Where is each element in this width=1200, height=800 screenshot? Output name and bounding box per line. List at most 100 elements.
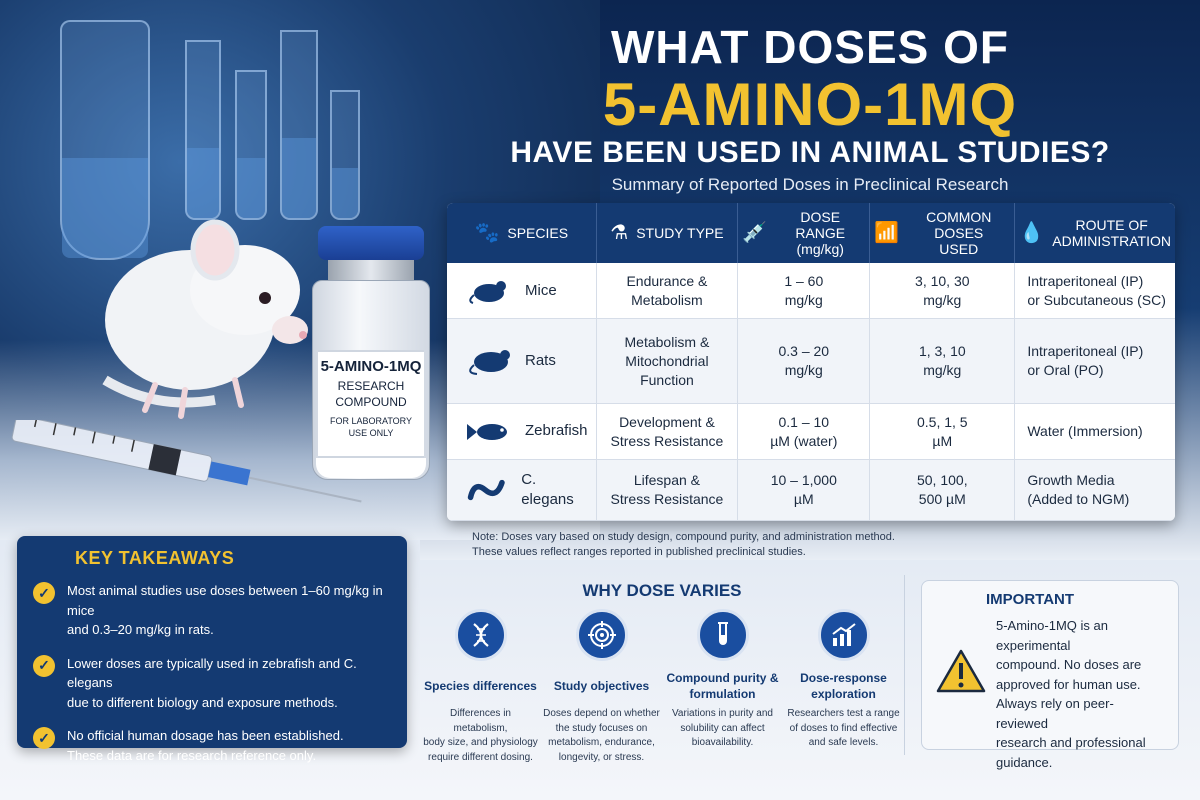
why-item-desc: bioavailability. bbox=[691, 737, 754, 748]
vial-cap bbox=[318, 226, 424, 260]
vial-label-line: USE ONLY bbox=[348, 427, 394, 438]
header-label: USED bbox=[939, 241, 979, 257]
takeaway-text: Most animal studies use doses between 1–… bbox=[67, 583, 383, 618]
important-heading: IMPORTANT bbox=[986, 591, 1075, 608]
header-species: 🐾 SPECIES bbox=[447, 203, 597, 263]
why-item-desc: Variations in purity and bbox=[672, 708, 773, 719]
rat-icon bbox=[469, 350, 510, 376]
why-item-desc: Differences in metabolism, bbox=[450, 708, 511, 734]
takeaway-item: ✓ No official human dosage has been esta… bbox=[33, 726, 391, 765]
why-item-title: Study objectives bbox=[553, 678, 650, 693]
cell-dose-range: 0.1 – 10 µM (water) bbox=[737, 403, 871, 461]
why-item-desc: and safe levels. bbox=[808, 737, 879, 748]
cell-route: Growth Media (Added to NGM) bbox=[1014, 459, 1175, 521]
vial-powder bbox=[316, 458, 426, 478]
table-header-row: 🐾 SPECIES ⚗ STUDY TYPE 💉 DOSE RANGE (mg/kg) … bbox=[447, 203, 1175, 263]
cell-common-doses: 0.5, 1, 5 µM bbox=[869, 403, 1016, 461]
header-label: SPECIES bbox=[507, 225, 569, 241]
cell-study-type: Endurance & Metabolism bbox=[596, 263, 739, 320]
cell-text: mg/kg bbox=[923, 291, 962, 308]
cell-text: Metabolism & bbox=[624, 333, 710, 350]
header-route: 💧 ROUTE OF ADMINISTRATION bbox=[1014, 203, 1175, 263]
test-tube-glass bbox=[280, 30, 318, 220]
why-item-desc: body size, and physiology bbox=[423, 737, 538, 748]
vial-label-name: 5-AMINO-1MQ bbox=[320, 358, 422, 375]
cell-dose-range: 10 – 1,000 µM bbox=[737, 459, 871, 521]
dose-table-card: 🐾 SPECIES ⚗ STUDY TYPE 💉 DOSE RANGE (mg/kg) … bbox=[447, 203, 1175, 521]
paw-icon: 🐾 bbox=[474, 222, 500, 244]
cell-text: mg/kg bbox=[784, 291, 823, 308]
mouse-icon bbox=[469, 280, 506, 304]
cell-text: Stress Resistance bbox=[610, 432, 724, 449]
cell-text: (Added to NGM) bbox=[1027, 491, 1130, 508]
header-common-doses: 📶 COMMON DOSES USED bbox=[869, 203, 1016, 263]
cell-text: Endurance & bbox=[626, 272, 708, 289]
why-item: Species differences Differences in metab… bbox=[420, 609, 541, 765]
white-mouse-image bbox=[102, 219, 308, 419]
why-item-desc: solubility can affect bbox=[680, 722, 765, 734]
takeaways-heading: KEY TAKEAWAYS bbox=[75, 548, 235, 568]
cell-species: Rats bbox=[447, 318, 597, 404]
title-compound-name: 5-AMINO-1MQ bbox=[602, 71, 1018, 138]
why-item-title: Dose-response exploration bbox=[800, 670, 887, 701]
cell-text: Mitochondrial bbox=[625, 352, 709, 369]
note-line: Note: Doses vary based on study design, … bbox=[472, 531, 895, 543]
vial-label: 5-AMINO-1MQ RESEARCH COMPOUND FOR LABORAT… bbox=[318, 350, 424, 458]
cell-text: Metabolism bbox=[631, 291, 703, 308]
vial-label-line: RESEARCH bbox=[337, 379, 405, 393]
vial-label-line: FOR LABORATORY bbox=[329, 416, 413, 427]
dose-table: 🐾 SPECIES ⚗ STUDY TYPE 💉 DOSE RANGE (mg/kg) … bbox=[447, 203, 1175, 521]
cell-common-doses: 1, 3, 10 mg/kg bbox=[869, 318, 1016, 404]
chart-icon bbox=[817, 609, 870, 661]
cell-species: Zebrafish bbox=[447, 403, 597, 461]
cell-route: Water (Immersion) bbox=[1014, 403, 1175, 461]
cell-text: or Subcutaneous (SC) bbox=[1027, 291, 1166, 308]
cell-text: µM (water) bbox=[770, 432, 838, 449]
why-item-desc: require different dosing. bbox=[428, 751, 533, 763]
takeaway-text: due to different biology and exposure me… bbox=[67, 694, 338, 710]
important-panel: IMPORTANT 5-Amino-1MQ is an experimental… bbox=[921, 580, 1179, 770]
cell-route: Intraperitoneal (IP) or Subcutaneous (SC) bbox=[1014, 263, 1175, 320]
test-tube-glass bbox=[185, 40, 221, 220]
cell-text: Growth Media bbox=[1027, 472, 1115, 489]
header-label: ADMINISTRATION bbox=[1052, 233, 1171, 249]
cell-text: 0.1 – 10 bbox=[778, 413, 830, 430]
important-text: research and professional bbox=[996, 735, 1146, 750]
droplet-icon: 💧 bbox=[1019, 222, 1045, 244]
cell-text: 50, 100, bbox=[916, 472, 968, 489]
table-row: Zebrafish Development & Stress Resistance… bbox=[447, 403, 1175, 461]
cell-text: µM bbox=[793, 491, 814, 508]
cell-text: Intraperitoneal (IP) bbox=[1027, 343, 1144, 360]
vial-label-line: COMPOUND bbox=[335, 394, 407, 409]
dna-icon bbox=[454, 609, 507, 661]
takeaway-text: and 0.3–20 mg/kg in rats. bbox=[67, 622, 214, 637]
table-row: C. elegans Lifespan & Stress Resistance 1… bbox=[447, 459, 1175, 521]
why-item-desc: metabolism, endurance, bbox=[548, 737, 655, 748]
check-icon: ✓ bbox=[33, 654, 55, 677]
cell-text: or Oral (PO) bbox=[1027, 362, 1104, 379]
important-text: approved for human use. bbox=[996, 676, 1141, 692]
cell-text: 10 – 1,000 bbox=[770, 472, 837, 489]
why-item-desc: Doses depend on whether bbox=[543, 708, 660, 719]
why-item-desc: the study focuses on bbox=[555, 722, 648, 734]
header-label: STUDY TYPE bbox=[636, 225, 724, 241]
header-label: DOSE RANGE bbox=[795, 209, 846, 241]
flask-icon: ⚗ bbox=[610, 222, 629, 244]
header-label: ROUTE OF bbox=[1075, 217, 1148, 233]
cell-text: µM bbox=[932, 432, 953, 449]
takeaway-text: These data are for research reference on… bbox=[67, 747, 317, 763]
title-line-1: WHAT DOSES OF bbox=[610, 21, 1010, 73]
cell-text: Water (Immersion) bbox=[1027, 423, 1143, 440]
flask-icon bbox=[60, 20, 150, 260]
species-name: Mice bbox=[525, 281, 557, 299]
why-heading: WHY DOSE VARIES bbox=[582, 581, 742, 600]
check-icon: ✓ bbox=[33, 727, 55, 749]
species-name: C. elegans bbox=[521, 470, 574, 509]
cell-route: Intraperitoneal (IP) or Oral (PO) bbox=[1014, 318, 1175, 404]
target-icon bbox=[575, 609, 628, 661]
cell-text: 0.3 – 20 bbox=[778, 343, 830, 360]
worm-icon bbox=[467, 480, 505, 501]
test-tube-glass bbox=[235, 70, 267, 220]
cell-text: Development & bbox=[619, 413, 715, 430]
important-text: guidance. bbox=[996, 754, 1053, 770]
